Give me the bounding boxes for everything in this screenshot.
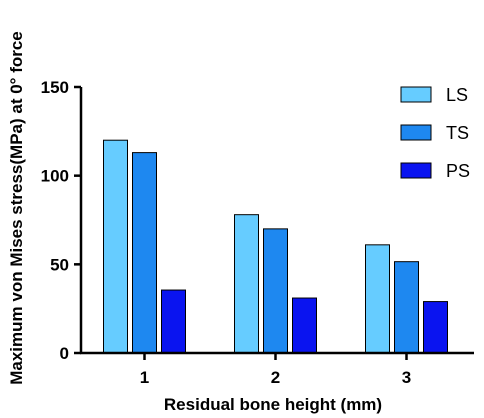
legend-swatch-ls — [400, 86, 432, 103]
bar-ls-1 — [103, 139, 128, 354]
legend-label-ps: PS — [446, 161, 470, 181]
y-axis-title: Maximum von Mises stress(MPa) at 0° forc… — [7, 31, 26, 385]
legend-label-ls: LS — [446, 85, 468, 105]
x-tick-label: 2 — [271, 368, 280, 387]
x-tick-label: 1 — [140, 368, 149, 387]
bar-ls-3 — [365, 244, 390, 354]
bar-ps-2 — [292, 297, 317, 354]
y-tick-label: 150 — [41, 78, 69, 97]
bar-ls-2 — [234, 214, 259, 354]
legend-label-ts: TS — [446, 123, 469, 143]
legend-swatch-ps — [400, 162, 432, 179]
x-ticks-group: 1 2 3 — [140, 353, 411, 387]
legend: LS TS PS — [400, 85, 470, 181]
y-ticks-group: 0 50 100 150 — [41, 78, 81, 363]
x-tick-label: 3 — [402, 368, 411, 387]
bars-group — [103, 139, 448, 354]
bar-ps-1 — [161, 289, 186, 354]
y-tick-label: 0 — [60, 344, 69, 363]
bar-ts-1 — [132, 152, 157, 354]
bar-ps-3 — [423, 301, 448, 354]
legend-swatch-ts — [400, 124, 432, 141]
x-axis-title: Residual bone height (mm) — [164, 395, 382, 414]
bar-ts-3 — [394, 261, 419, 354]
y-tick-label: 100 — [41, 167, 69, 186]
bar-ts-2 — [263, 228, 288, 354]
y-tick-label: 50 — [50, 255, 69, 274]
